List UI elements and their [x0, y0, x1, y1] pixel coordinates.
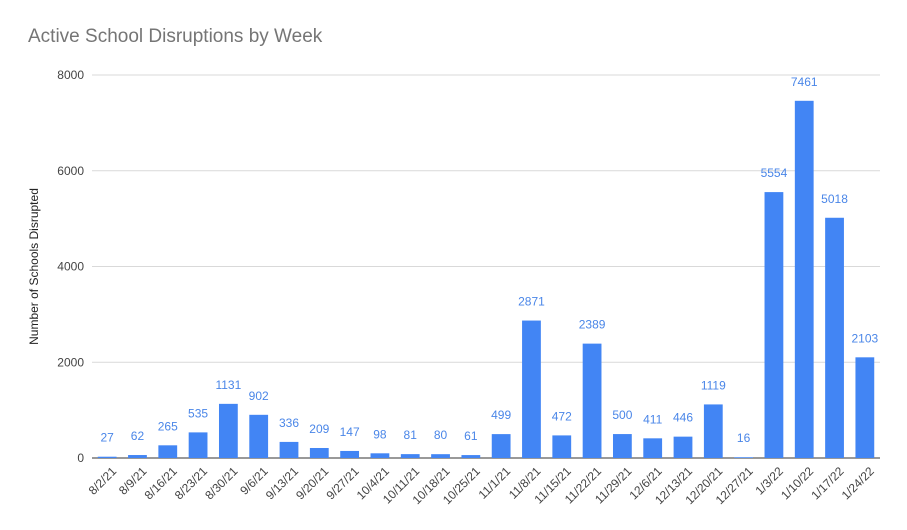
data-label: 16	[737, 431, 751, 445]
x-tick-label: 9/20/21	[293, 464, 331, 502]
bar	[794, 100, 814, 458]
data-label: 265	[158, 419, 178, 433]
x-tick-label: 8/2/21	[86, 464, 120, 498]
bar	[643, 438, 663, 458]
x-tick-label: 9/27/21	[323, 464, 361, 502]
bar	[309, 447, 329, 458]
data-label: 446	[673, 411, 693, 425]
bar	[188, 432, 208, 458]
data-label: 7461	[791, 75, 818, 89]
data-label: 62	[131, 429, 145, 443]
bar	[128, 455, 147, 458]
data-label: 902	[249, 389, 269, 403]
bar	[218, 403, 238, 458]
bar	[582, 343, 602, 458]
data-label: 535	[188, 406, 208, 420]
data-label: 336	[279, 416, 299, 430]
data-label: 2389	[579, 318, 606, 332]
x-tick-label: 11/1/21	[476, 464, 514, 502]
x-tick-label: 8/16/21	[142, 464, 180, 502]
y-tick-label: 0	[77, 451, 84, 465]
data-label: 2103	[851, 331, 878, 345]
bar	[370, 453, 390, 458]
data-label: 80	[434, 428, 448, 442]
bar	[461, 455, 481, 458]
data-label: 61	[464, 429, 478, 443]
data-label: 5018	[821, 192, 848, 206]
x-tick-label: 8/23/21	[172, 464, 210, 502]
x-tick-label: 8/30/21	[202, 464, 240, 502]
y-tick-label: 2000	[57, 355, 84, 369]
bar	[400, 454, 420, 458]
data-label: 1119	[701, 378, 726, 392]
data-label: 472	[552, 409, 572, 423]
y-tick-label: 4000	[57, 260, 84, 274]
y-tick-label: 6000	[57, 164, 84, 178]
bar	[491, 434, 511, 458]
bar	[734, 457, 754, 458]
bar	[703, 404, 723, 458]
bar	[764, 192, 784, 459]
bar	[249, 414, 269, 458]
data-label: 98	[373, 427, 387, 441]
data-label: 81	[404, 428, 418, 442]
data-label: 2871	[518, 295, 545, 309]
bar	[97, 456, 117, 458]
data-label: 1131	[215, 378, 241, 392]
bar	[855, 357, 875, 458]
bar	[612, 434, 632, 458]
data-label: 499	[491, 408, 511, 422]
x-tick-label: 9/13/21	[263, 464, 301, 502]
bar	[279, 441, 299, 458]
bar	[431, 454, 450, 458]
data-label: 500	[612, 408, 632, 422]
data-label: 5554	[761, 166, 788, 180]
y-axis-title: Number of Schools Disrupted	[27, 188, 41, 345]
bar	[340, 450, 360, 458]
x-tick-label: 1/10/22	[778, 464, 816, 502]
bar	[825, 217, 844, 458]
data-label: 411	[643, 412, 662, 426]
bar	[522, 320, 541, 458]
bar	[673, 436, 693, 458]
chart-title: Active School Disruptions by Week	[28, 26, 323, 47]
x-tick-label: 1/24/22	[839, 464, 877, 502]
bar	[552, 435, 572, 458]
data-label: 209	[309, 422, 329, 436]
data-label: 147	[340, 425, 360, 439]
bar	[158, 445, 178, 458]
x-tick-label: 1/17/22	[808, 464, 846, 502]
y-tick-label: 8000	[57, 68, 84, 82]
data-label: 27	[100, 431, 114, 445]
